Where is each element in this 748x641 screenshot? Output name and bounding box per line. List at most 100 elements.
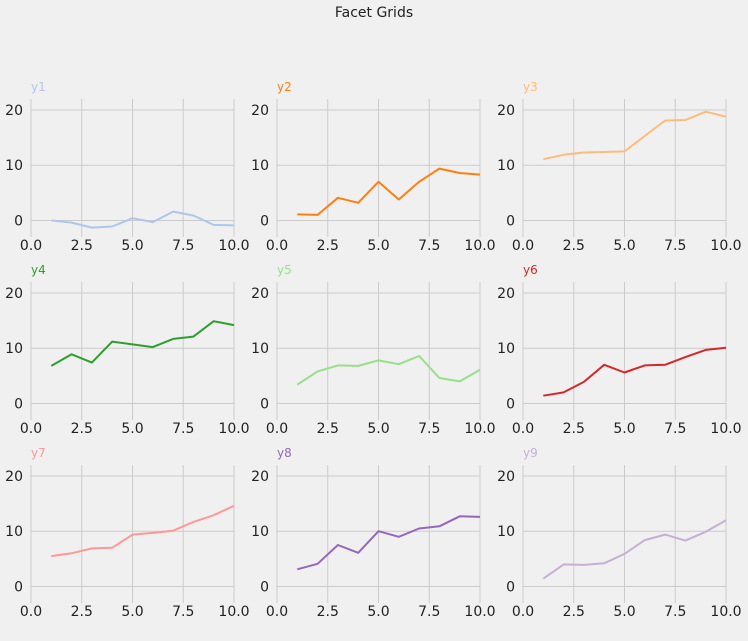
y-tick-label: 0 [260,213,269,229]
y-tick-label: 10 [497,524,515,540]
series-line [297,167,481,216]
x-tick-label: 5.0 [613,604,635,620]
y-tick-label: 20 [497,103,515,119]
x-tick-label: 0.0 [20,421,42,437]
x-tick-label: 5.0 [613,238,635,254]
x-tick-label: 2.5 [563,238,585,254]
x-tick-label: 0.0 [512,238,534,254]
facet-plot: 0.0 2.5 5.0 7.5 10.0 0 10 20 [5,99,250,254]
x-tick-label: 2.5 [563,604,585,620]
x-tick-label: 7.5 [418,238,440,254]
y-tick-label: 0 [14,396,23,412]
y-tick-label: 0 [506,213,515,229]
page-title: Facet Grids [334,5,414,21]
facet-y3: y3 0.0 2.5 5.0 7.5 10.0 0 10 20 [497,80,742,254]
x-tick-label: 0.0 [266,421,288,437]
x-tick-label: 5.0 [121,238,143,254]
facet-plot: 0.0 2.5 5.0 7.5 10.0 0 10 20 [497,465,742,620]
facet-plot: 0.0 2.5 5.0 7.5 10.0 0 10 20 [251,465,496,620]
y-tick-label: 0 [14,579,23,595]
x-tick-label: 10.0 [464,604,495,620]
x-tick-label: 0.0 [266,238,288,254]
x-tick-label: 7.5 [418,604,440,620]
facet-y6: y6 0.0 2.5 5.0 7.5 10.0 0 10 20 [497,263,741,437]
x-tick-label: 5.0 [121,421,143,437]
facet-plot: 0.0 2.5 5.0 7.5 10.0 0 10 20 [251,99,496,254]
facet-plot: 0.0 2.5 5.0 7.5 10.0 0 10 20 [251,282,496,437]
x-tick-label: 10.0 [464,421,495,437]
y-tick-label: 20 [5,286,23,302]
x-tick-label: 0.0 [512,604,534,620]
x-tick-label: 10.0 [710,421,741,437]
y-tick-label: 10 [251,158,269,174]
y-tick-label: 10 [251,341,269,357]
x-tick-label: 0.0 [20,604,42,620]
x-tick-label: 5.0 [613,421,635,437]
y-tick-label: 20 [5,469,23,485]
y-tick-label: 20 [497,469,515,485]
y-tick-label: 0 [506,396,515,412]
x-tick-label: 10.0 [218,421,249,437]
y-tick-label: 0 [14,213,23,229]
facet-plot: 0.0 2.5 5.0 7.5 10.0 0 10 20 [497,99,742,254]
y-tick-label: 10 [251,524,269,540]
x-tick-label: 5.0 [367,604,389,620]
series-line [543,110,727,161]
x-tick-label: 7.5 [172,238,194,254]
series-line [543,346,727,397]
y-tick-label: 10 [5,524,23,540]
facet-y5: y5 0.0 2.5 5.0 7.5 10.0 0 10 20 [251,263,496,437]
x-tick-label: 7.5 [172,421,194,437]
facet-plot: 0.0 2.5 5.0 7.5 10.0 0 10 20 [5,465,250,620]
x-tick-label: 7.5 [172,604,194,620]
facet-y4: y4 0.0 2.5 5.0 7.5 10.0 0 10 20 [5,263,250,437]
facet-y2: y2 0.0 2.5 5.0 7.5 10.0 0 10 20 [251,80,496,254]
facet-title: y6 [523,263,538,277]
y-tick-label: 10 [497,158,515,174]
x-tick-label: 0.0 [266,604,288,620]
x-tick-label: 7.5 [664,604,686,620]
series-line [297,515,481,571]
facet-plot: 0.0 2.5 5.0 7.5 10.0 0 10 20 [5,282,250,437]
facet-y7: y7 0.0 2.5 5.0 7.5 10.0 0 10 20 [5,446,250,620]
x-tick-label: 5.0 [121,604,143,620]
x-tick-label: 2.5 [317,238,339,254]
y-tick-label: 0 [260,396,269,412]
facet-title: y1 [31,80,46,94]
x-tick-label: 2.5 [71,421,93,437]
x-tick-label: 2.5 [71,604,93,620]
facet-title: y7 [31,446,46,460]
series-line [296,355,481,386]
y-tick-label: 10 [497,341,515,357]
x-tick-label: 5.0 [367,238,389,254]
y-tick-label: 20 [5,103,23,119]
facet-y8: y8 0.0 2.5 5.0 7.5 10.0 0 10 20 [251,446,496,620]
facet-y1: y1 0.0 2.5 5.0 7.5 10.0 0 10 20 [5,80,250,254]
x-tick-label: 0.0 [20,238,42,254]
x-tick-label: 2.5 [317,421,339,437]
y-tick-label: 20 [251,286,269,302]
x-tick-label: 10.0 [710,604,741,620]
facet-title: y8 [277,446,292,460]
y-tick-label: 20 [251,469,269,485]
facet-title: y5 [277,263,292,277]
series-line [542,519,727,580]
x-tick-label: 2.5 [317,604,339,620]
x-tick-label: 2.5 [563,421,585,437]
x-tick-label: 7.5 [664,421,686,437]
x-tick-label: 7.5 [418,421,440,437]
facet-title: y9 [523,446,538,460]
facet-title: y3 [523,80,538,94]
facet-title: y4 [31,263,46,277]
y-tick-label: 20 [497,286,515,302]
y-tick-label: 10 [5,158,23,174]
y-tick-label: 20 [251,103,269,119]
x-tick-label: 7.5 [664,238,686,254]
y-tick-label: 0 [506,579,515,595]
x-tick-label: 10.0 [218,604,249,620]
x-tick-label: 2.5 [71,238,93,254]
series-line [51,504,235,558]
x-tick-label: 10.0 [710,238,741,254]
x-tick-label: 10.0 [218,238,249,254]
y-tick-label: 0 [260,579,269,595]
